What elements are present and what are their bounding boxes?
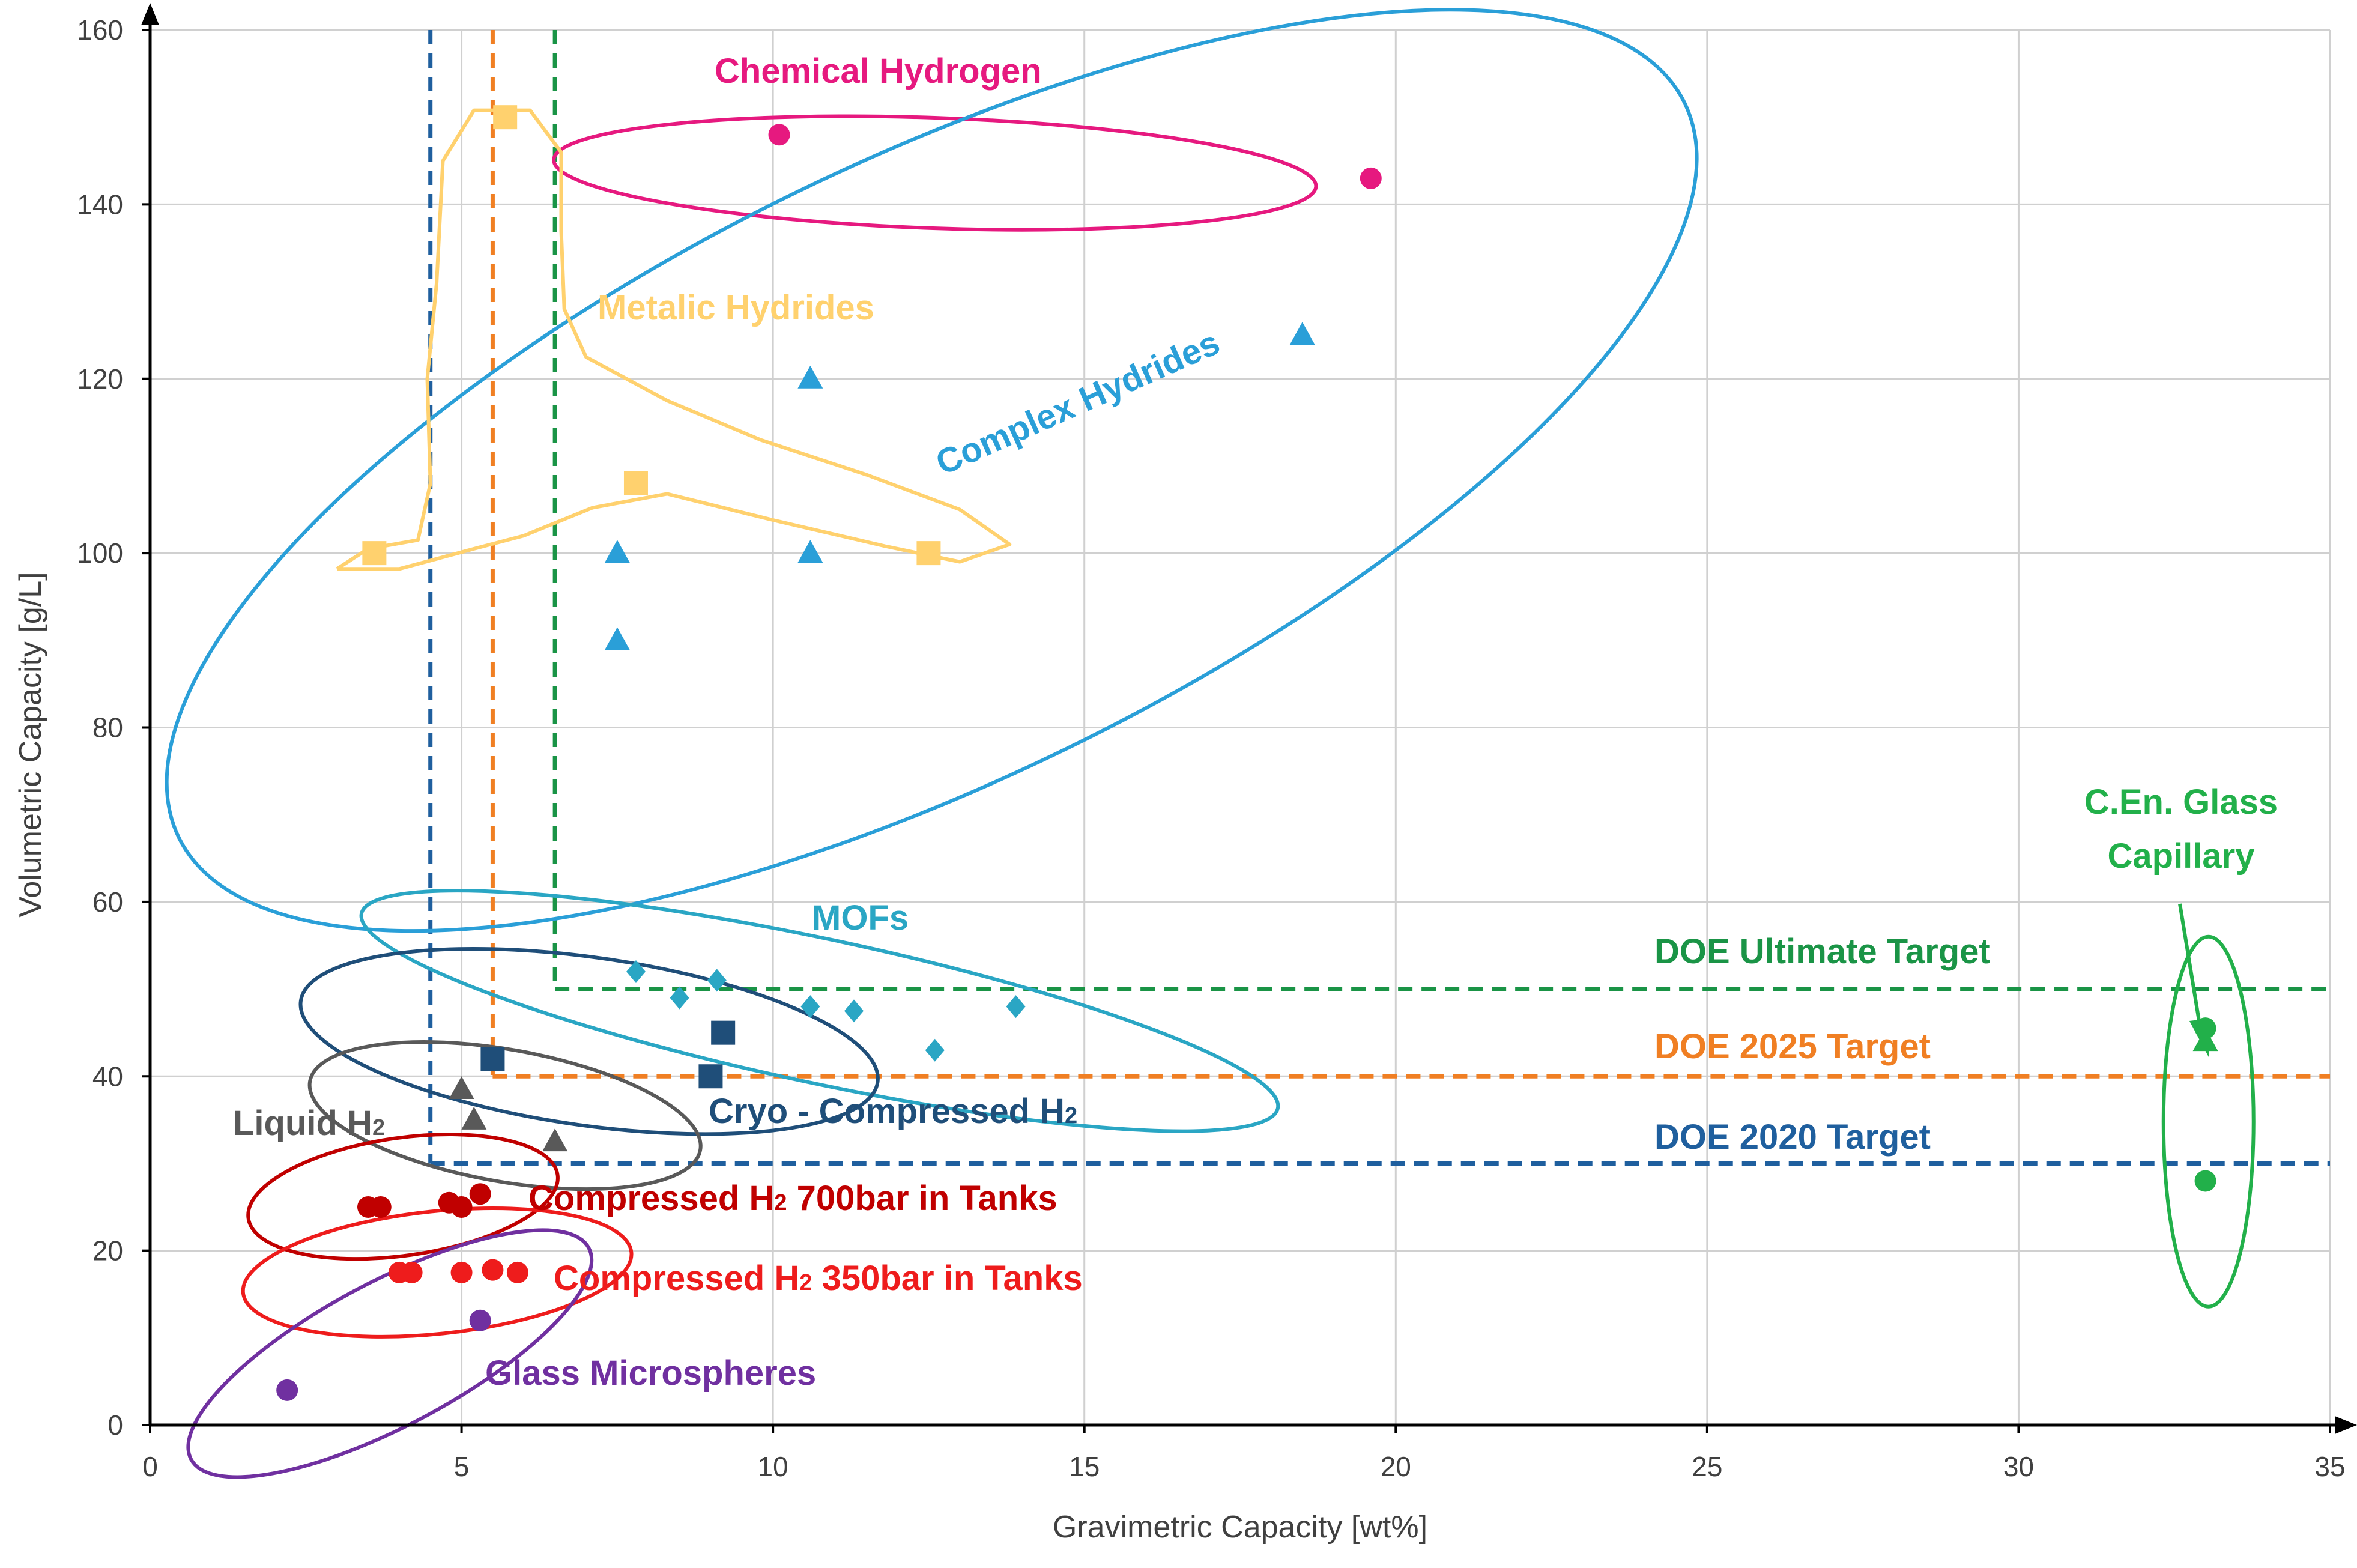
y-tick-label: 100: [77, 537, 123, 569]
outline-chemical-hydrogen-shape: [552, 114, 1318, 232]
outline-cryo-compressed-shape: [298, 946, 880, 1136]
label-doe-2020-target: DOE 2020 Target: [1654, 1118, 1931, 1157]
label-glass-capillary-line: Capillary: [2108, 837, 2255, 876]
point-square: [698, 1064, 723, 1089]
outline-compressed-350-shape: [241, 1206, 634, 1339]
point-circle: [276, 1379, 298, 1401]
label-doe-ultimate-target: DOE Ultimate Target: [1654, 932, 1991, 971]
x-tick-label: 10: [758, 1451, 788, 1482]
point-circle: [506, 1261, 528, 1283]
label-glass-capillary-line: C.En. Glass: [2084, 782, 2278, 822]
annotation-labels: Chemical Hydrogen Metalic Hydrides Complex…: [233, 52, 2278, 1393]
point-diamond: [1006, 995, 1026, 1019]
point-circle: [768, 124, 790, 146]
x-tick-label: 30: [2003, 1451, 2034, 1482]
label-liquid-h2: Liquid H2: [233, 1104, 385, 1143]
outline-glass-capillary: [2161, 934, 2256, 1309]
outline-cryo-compressed: [298, 946, 880, 1136]
point-diamond: [707, 969, 727, 992]
outline-glass-microspheres: [186, 1228, 594, 1479]
label-glass-microspheres: Glass Microspheres: [485, 1354, 816, 1393]
label-mofs: MOFs: [812, 898, 909, 937]
outline-liquid-h2: [307, 1040, 703, 1191]
x-tick-label: 20: [1381, 1451, 1411, 1482]
point-triangle: [604, 540, 630, 563]
label-compressed-350: Compressed H2 350bar in Tanks: [554, 1259, 1083, 1298]
label-compressed-700: Compressed H2 700bar in Tanks: [528, 1179, 1057, 1218]
x-tick-label: 5: [454, 1451, 470, 1482]
outline-compressed-350: [241, 1206, 634, 1339]
y-axis-title: Volumetric Capacity [g/L]: [13, 572, 48, 917]
y-tick-label: 80: [92, 712, 123, 743]
point-square: [916, 541, 941, 566]
x-tick-label: 0: [142, 1451, 158, 1482]
x-tick-label: 15: [1069, 1451, 1100, 1482]
gridlines: [150, 29, 2331, 1425]
point-square: [493, 105, 518, 130]
outline-mofs: [359, 889, 1280, 1133]
x-axis-arrow: [2335, 1416, 2357, 1434]
point-square: [362, 541, 387, 566]
label-complex-hydrides: Complex Hydrides: [930, 322, 1226, 483]
point-circle: [482, 1259, 504, 1281]
outline-mofs-shape: [359, 889, 1280, 1133]
outline-compressed-700: [246, 1133, 560, 1261]
y-tick-label: 140: [77, 189, 123, 220]
point-triangle: [604, 627, 630, 650]
x-axis-title: Gravimetric Capacity [wt%]: [1053, 1510, 1427, 1545]
outline-complex-hydrides: [165, 8, 1699, 933]
point-circle: [469, 1183, 491, 1205]
point-diamond: [626, 960, 646, 984]
point-triangle: [449, 1076, 474, 1100]
point-circle: [1360, 167, 1382, 189]
point-triangle: [542, 1128, 568, 1152]
point-circle: [401, 1261, 423, 1283]
point-circle: [369, 1196, 392, 1218]
label-doe-2025-target: DOE 2025 Target: [1654, 1027, 1931, 1066]
point-diamond: [844, 999, 864, 1023]
point-diamond: [670, 986, 689, 1010]
point-diamond: [800, 995, 820, 1019]
y-tick-label: 0: [107, 1409, 123, 1441]
point-triangle: [797, 540, 823, 563]
y-tick-label: 40: [92, 1061, 123, 1092]
x-tick-label: 35: [2314, 1451, 2345, 1482]
x-tick-label: 25: [1692, 1451, 1722, 1482]
point-triangle: [461, 1106, 487, 1130]
label-chemical-hydrogen: Chemical Hydrogen: [715, 52, 1042, 91]
capillary-pointer-head: [2189, 1019, 2209, 1057]
point-triangle: [1289, 322, 1315, 345]
y-axis-arrow: [141, 3, 159, 25]
axes: [141, 3, 2357, 1434]
y-tick-label: 120: [77, 363, 123, 395]
point-square: [711, 1020, 736, 1045]
point-circle: [2194, 1170, 2216, 1192]
outline-glass-microspheres-shape: [186, 1228, 594, 1479]
outline-metalic-hydrides: [336, 108, 1012, 571]
point-square: [623, 471, 648, 495]
y-tick-label: 160: [77, 14, 123, 46]
outline-chemical-hydrogen: [552, 114, 1318, 232]
outline-complex-hydrides-shape: [165, 8, 1699, 933]
target-lines: [428, 30, 2330, 1166]
tick-labels: 0 5 10 15 20 25 30 35 0 20 40 60 80 100 120 140 160: [77, 14, 2345, 1482]
outline-liquid-h2-shape: [307, 1040, 703, 1191]
label-metalic-hydrides: Metalic Hydrides: [598, 288, 874, 327]
group-outlines: [165, 8, 2256, 1479]
point-circle: [450, 1261, 473, 1283]
outline-glass-capillary-shape: [2161, 934, 2256, 1309]
point-circle: [450, 1196, 473, 1218]
point-triangle: [797, 365, 823, 389]
capillary-pointer-line: [2178, 903, 2201, 1022]
y-tick-label: 20: [92, 1235, 123, 1267]
outline-compressed-700-shape: [246, 1133, 560, 1261]
y-tick-label: 60: [92, 886, 123, 918]
label-cryo-compressed: Cryo - Compressed H2: [709, 1092, 1077, 1131]
point-square: [480, 1047, 505, 1071]
point-circle: [469, 1309, 491, 1331]
point-diamond: [925, 1038, 945, 1062]
data-points: [276, 105, 2218, 1401]
